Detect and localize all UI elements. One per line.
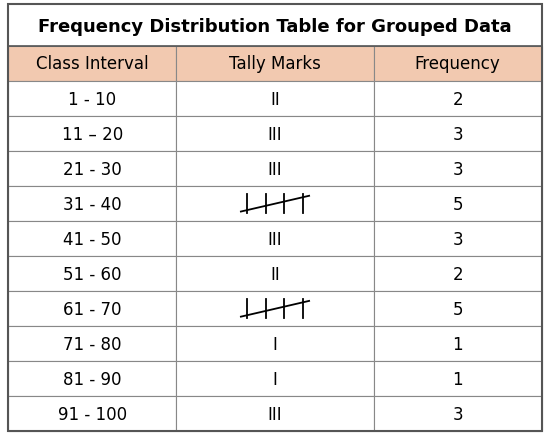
Bar xyxy=(8,327,177,361)
Text: 1 - 10: 1 - 10 xyxy=(68,90,117,108)
Bar xyxy=(177,292,373,327)
Text: 11 – 20: 11 – 20 xyxy=(62,125,123,143)
Bar xyxy=(8,152,177,187)
Text: 81 - 90: 81 - 90 xyxy=(63,370,122,388)
Text: 3: 3 xyxy=(453,405,463,423)
Bar xyxy=(373,396,542,431)
Text: 2: 2 xyxy=(453,90,463,108)
Text: 51 - 60: 51 - 60 xyxy=(63,265,122,283)
Text: Frequency: Frequency xyxy=(415,55,500,73)
Text: 1: 1 xyxy=(453,370,463,388)
Bar xyxy=(8,82,177,117)
Text: III: III xyxy=(268,125,282,143)
Bar xyxy=(373,47,542,82)
Bar xyxy=(8,222,177,257)
Text: 3: 3 xyxy=(453,230,463,248)
Bar xyxy=(373,327,542,361)
Bar xyxy=(177,257,373,292)
Text: 61 - 70: 61 - 70 xyxy=(63,300,122,318)
Bar xyxy=(373,117,542,152)
Bar xyxy=(8,292,177,327)
Bar xyxy=(8,361,177,396)
Bar xyxy=(177,82,373,117)
Text: Tally Marks: Tally Marks xyxy=(229,55,321,73)
Bar xyxy=(8,47,177,82)
Text: 5: 5 xyxy=(453,195,463,213)
Text: 3: 3 xyxy=(453,160,463,178)
Bar xyxy=(177,396,373,431)
Text: 5: 5 xyxy=(453,300,463,318)
Text: 21 - 30: 21 - 30 xyxy=(63,160,122,178)
Text: 91 - 100: 91 - 100 xyxy=(58,405,127,423)
Bar xyxy=(177,117,373,152)
Bar xyxy=(373,82,542,117)
Text: 1: 1 xyxy=(453,335,463,353)
Text: III: III xyxy=(268,160,282,178)
Text: 71 - 80: 71 - 80 xyxy=(63,335,122,353)
Bar xyxy=(177,187,373,222)
Bar xyxy=(8,396,177,431)
Bar xyxy=(373,152,542,187)
Bar xyxy=(177,222,373,257)
Text: I: I xyxy=(273,370,277,388)
Text: 31 - 40: 31 - 40 xyxy=(63,195,122,213)
Bar xyxy=(177,152,373,187)
Bar xyxy=(8,187,177,222)
Bar xyxy=(177,361,373,396)
Bar xyxy=(373,187,542,222)
Bar xyxy=(8,257,177,292)
Bar xyxy=(373,222,542,257)
Text: II: II xyxy=(270,90,280,108)
Text: Frequency Distribution Table for Grouped Data: Frequency Distribution Table for Grouped… xyxy=(38,18,512,36)
Text: II: II xyxy=(270,265,280,283)
Text: I: I xyxy=(273,335,277,353)
Bar xyxy=(373,257,542,292)
Bar xyxy=(177,47,373,82)
Text: 41 - 50: 41 - 50 xyxy=(63,230,122,248)
Text: 2: 2 xyxy=(453,265,463,283)
Text: Class Interval: Class Interval xyxy=(36,55,148,73)
Bar xyxy=(8,117,177,152)
Text: III: III xyxy=(268,405,282,423)
Bar xyxy=(177,327,373,361)
Bar xyxy=(8,47,542,431)
Bar xyxy=(373,361,542,396)
Text: 3: 3 xyxy=(453,125,463,143)
Text: III: III xyxy=(268,230,282,248)
Bar xyxy=(373,292,542,327)
